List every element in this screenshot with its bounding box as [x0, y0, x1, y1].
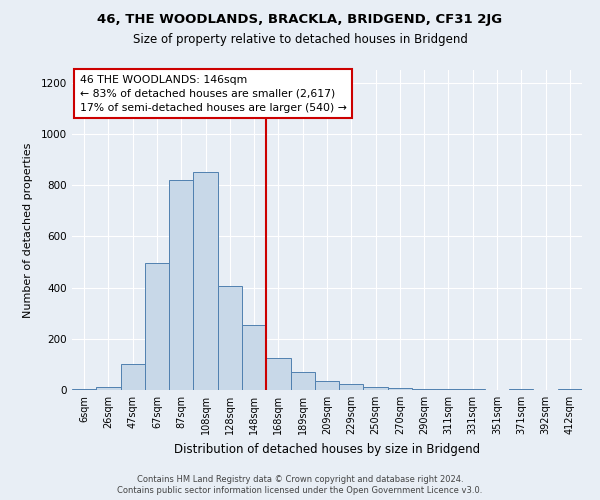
Bar — [266, 358, 290, 390]
Bar — [461, 389, 485, 390]
Bar — [96, 388, 121, 390]
Text: 46, THE WOODLANDS, BRACKLA, BRIDGEND, CF31 2JG: 46, THE WOODLANDS, BRACKLA, BRIDGEND, CF… — [97, 12, 503, 26]
Text: Size of property relative to detached houses in Bridgend: Size of property relative to detached ho… — [133, 32, 467, 46]
Text: Contains public sector information licensed under the Open Government Licence v3: Contains public sector information licen… — [118, 486, 482, 495]
Bar — [218, 286, 242, 390]
Bar — [436, 389, 461, 390]
Bar — [388, 388, 412, 390]
Bar — [364, 387, 388, 390]
Bar — [121, 364, 145, 390]
Bar — [145, 264, 169, 390]
Text: Contains HM Land Registry data © Crown copyright and database right 2024.: Contains HM Land Registry data © Crown c… — [137, 475, 463, 484]
Bar — [558, 388, 582, 390]
Bar — [242, 324, 266, 390]
Bar — [72, 388, 96, 390]
Bar — [290, 372, 315, 390]
X-axis label: Distribution of detached houses by size in Bridgend: Distribution of detached houses by size … — [174, 442, 480, 456]
Bar — [412, 388, 436, 390]
Y-axis label: Number of detached properties: Number of detached properties — [23, 142, 32, 318]
Bar — [169, 180, 193, 390]
Bar — [315, 381, 339, 390]
Text: 46 THE WOODLANDS: 146sqm
← 83% of detached houses are smaller (2,617)
17% of sem: 46 THE WOODLANDS: 146sqm ← 83% of detach… — [80, 75, 347, 113]
Bar — [193, 172, 218, 390]
Bar — [339, 384, 364, 390]
